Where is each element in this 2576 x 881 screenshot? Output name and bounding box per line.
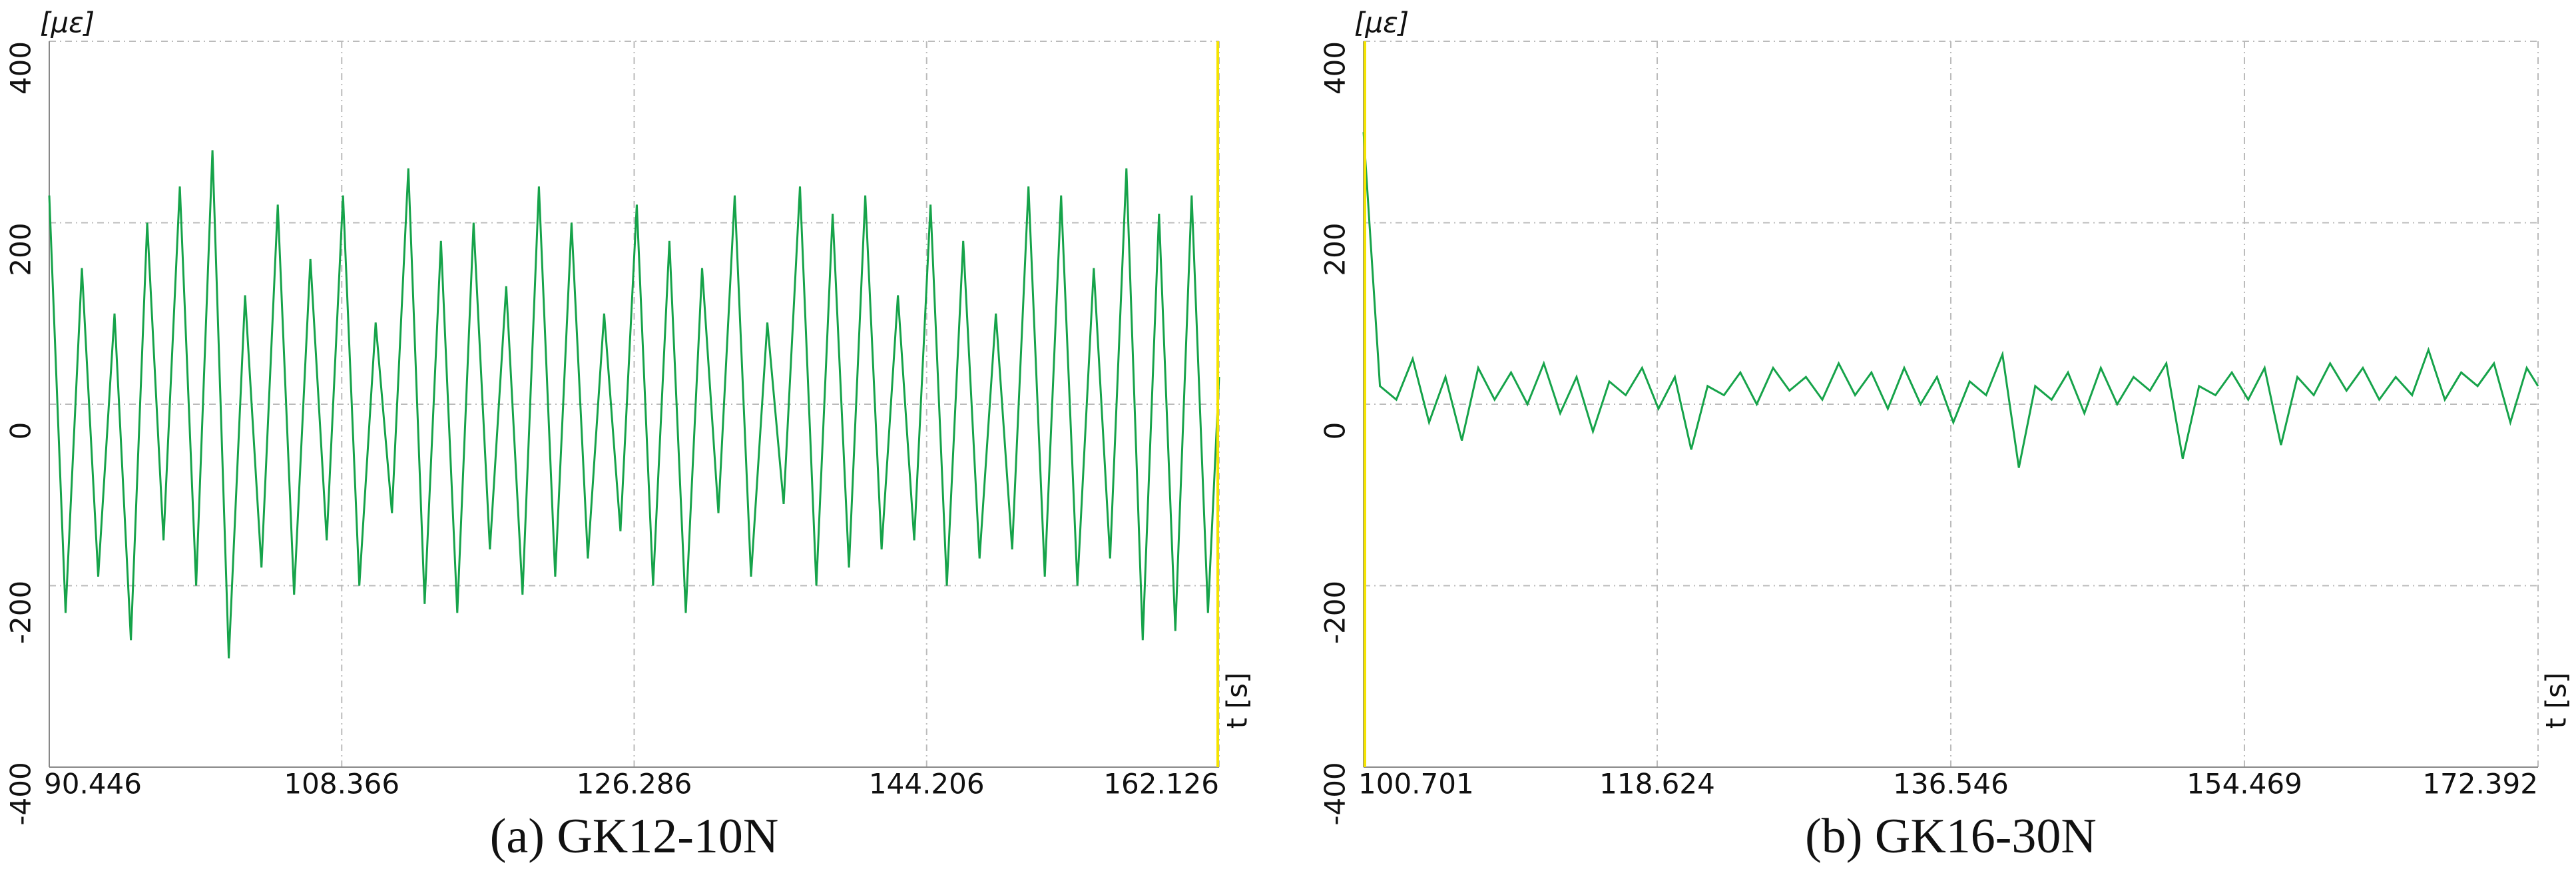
x-tick-label: 90.446 bbox=[44, 768, 142, 800]
y-tick-label: 400 bbox=[1319, 41, 1352, 95]
x-tick-label: 162.126 bbox=[1103, 768, 1219, 800]
y-tick-label: 200 bbox=[1319, 222, 1352, 276]
x-tick-label: 100.701 bbox=[1358, 768, 1474, 800]
x-axis-label: t [s] bbox=[2540, 673, 2573, 729]
x-tick-label: 126.286 bbox=[577, 768, 692, 800]
x-tick-label: 118.624 bbox=[1599, 768, 1715, 800]
signal-line bbox=[48, 150, 1220, 659]
y-tick-label: -400 bbox=[5, 762, 37, 825]
y-tick-label: 400 bbox=[5, 41, 37, 95]
y-tick-label: -200 bbox=[1319, 581, 1352, 644]
y-tick-label: -200 bbox=[5, 581, 37, 644]
signal-line bbox=[1362, 132, 2539, 468]
y-tick-label: 0 bbox=[1319, 422, 1352, 440]
y-tick-label: -400 bbox=[1319, 762, 1352, 825]
y-axis-label: [με] bbox=[40, 7, 95, 39]
caption: (b) GK16-30N bbox=[1805, 809, 2097, 864]
x-tick-label: 108.366 bbox=[284, 768, 399, 800]
y-axis-label: [με] bbox=[1354, 7, 1409, 39]
y-tick-label: 200 bbox=[5, 222, 37, 276]
x-tick-label: 172.392 bbox=[2422, 768, 2538, 800]
x-tick-label: 136.546 bbox=[1893, 768, 2009, 800]
y-tick-label: 0 bbox=[5, 422, 37, 440]
x-axis-label: t [s] bbox=[1221, 673, 1254, 729]
x-tick-label: 144.206 bbox=[869, 768, 985, 800]
x-tick-label: 154.469 bbox=[2187, 768, 2302, 800]
caption: (a) GK12-10N bbox=[490, 809, 779, 864]
